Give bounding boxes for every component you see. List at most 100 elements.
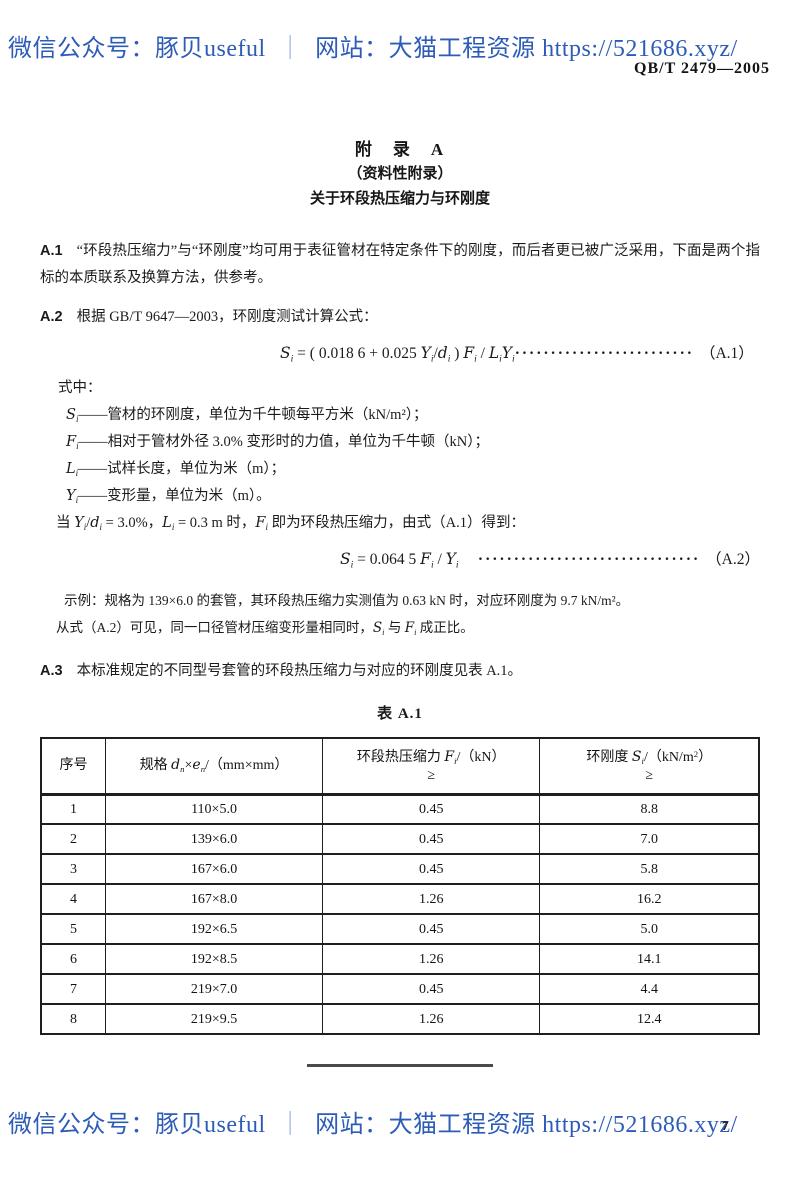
- clause-a1-number: A.1: [40, 243, 63, 259]
- table-row: 1 110×5.0 0.45 8.8: [40, 793, 760, 825]
- column-header-index: 序号: [40, 737, 107, 796]
- table-cell: 192×6.5: [105, 913, 323, 945]
- where-label: 式中：: [58, 380, 102, 396]
- definition-si-text: ——管材的环刚度，单位为千牛顿每平方米（kN/m²）；: [78, 407, 428, 423]
- table-cell: 8.8: [539, 793, 760, 825]
- table-cell: 1.26: [321, 943, 541, 975]
- clause-a3-number: A.3: [40, 663, 63, 679]
- definition-fi-var: Fi: [66, 434, 79, 452]
- table-a1: 序号 规格 dn×en/（mm×mm） 环段热压缩力 Fi/（kN） ≥ 环刚度 …: [40, 737, 760, 1035]
- table-cell: 219×7.0: [105, 973, 323, 1005]
- watermark-account: 微信公众号：豚贝useful: [8, 36, 266, 62]
- condition-line: 当 Yi/di = 3.0%，Li = 0.3 m 时，Fi 即为环段热压缩力，…: [56, 515, 525, 533]
- definition-fi: Fi——相对于管材外径 3.0% 变形时的力值，单位为千牛顿（kN）；: [40, 429, 760, 456]
- column-header-spec: 规格 dn×en/（mm×mm）: [105, 737, 323, 796]
- formula-a1-math: Si = ( 0.018 6 + 0.025 Yi/di ) Fi / LiYi: [280, 344, 515, 365]
- clause-a2-text: 根据 GB/T 9647—2003，环刚度测试计算公式：: [76, 309, 378, 325]
- table-cell: 5: [40, 913, 107, 945]
- table-cell: 4.4: [539, 973, 760, 1005]
- end-of-section-rule: [307, 1064, 493, 1067]
- table-row: 4 167×8.0 1.26 16.2: [40, 883, 760, 915]
- table-row: 3 167×6.0 0.45 5.8: [40, 853, 760, 885]
- watermark-url: https://521686.xyz/: [542, 36, 738, 62]
- table-header-row: 序号 规格 dn×en/（mm×mm） 环段热压缩力 Fi/（kN） ≥ 环刚度 …: [40, 737, 760, 796]
- definition-si: Si——管材的环刚度，单位为千牛顿每平方米（kN/m²）；: [40, 402, 760, 429]
- clause-a2: A.2 根据 GB/T 9647—2003，环刚度测试计算公式：: [40, 304, 760, 331]
- definition-yi: Yi——变形量，单位为米（m）。: [40, 483, 760, 510]
- table-cell: 8: [40, 1003, 107, 1035]
- example-conclusion: 从式（A.2）可见，同一口径管材压缩变形量相同时，Si 与 Fi 成正比。: [56, 620, 474, 637]
- appendix-title-block: 附 录 A （资料性附录） 关于环段热压缩力与环刚度: [40, 138, 760, 212]
- table-cell: 16.2: [539, 883, 760, 915]
- table-caption: 表 A.1: [377, 706, 423, 722]
- table-cell: 110×5.0: [105, 793, 323, 825]
- geq-symbol: ≥: [427, 768, 436, 784]
- clause-a3-text: 本标准规定的不同型号套管的环段热压缩力与对应的环刚度见表 A.1。: [76, 663, 523, 679]
- definition-yi-text: ——变形量，单位为米（m）。: [78, 488, 271, 504]
- watermark-bottom: 微信公众号：豚贝useful ｜ 网站：大猫工程资源 https://52168…: [8, 1104, 796, 1139]
- appendix-heading: 关于环段热压缩力与环刚度: [309, 191, 490, 207]
- definition-li: Li——试样长度，单位为米（m）；: [40, 456, 760, 483]
- geq-symbol: ≥: [645, 768, 654, 784]
- table-cell: 192×8.5: [105, 943, 323, 975]
- table-cell: 7: [40, 973, 107, 1005]
- table-cell: 167×8.0: [105, 883, 323, 915]
- column-header-force: 环段热压缩力 Fi/（kN） ≥: [321, 737, 541, 796]
- table-cell: 7.0: [539, 823, 760, 855]
- table-row: 5 192×6.5 0.45 5.0: [40, 913, 760, 945]
- table-row: 7 219×7.0 0.45 4.4: [40, 973, 760, 1005]
- table-row: 2 139×6.0 0.45 7.0: [40, 823, 760, 855]
- appendix-title: 附 录 A: [354, 140, 446, 159]
- page-number: 7: [722, 1118, 729, 1133]
- watermark-account: 微信公众号：豚贝useful: [8, 1112, 266, 1138]
- clause-a2-number: A.2: [40, 309, 63, 325]
- appendix-subtitle: （资料性附录）: [347, 166, 453, 182]
- formula-a2-leader: ·······························: [477, 551, 701, 568]
- table-cell: 1.26: [321, 883, 541, 915]
- example-note: 示例：规格为 139×6.0 的套管，其环段热压缩力实测值为 0.63 kN 时…: [64, 593, 630, 608]
- formula-a2: Si = 0.064 5 Fi / Yi ···················…: [40, 546, 760, 573]
- watermark-site: 网站：大猫工程资源: [315, 36, 536, 62]
- table-cell: 4: [40, 883, 107, 915]
- formula-a1-ref: （A.1）: [699, 345, 754, 362]
- table-cell: 0.45: [321, 853, 541, 885]
- formula-a2-math: Si = 0.064 5 Fi / Yi: [340, 550, 459, 571]
- table-cell: 139×6.0: [105, 823, 323, 855]
- standard-number: QB/T 2479—2005: [634, 60, 770, 77]
- clause-a1: A.1 “环段热压缩力”与“环刚度”均可用于表征管材在特定条件下的刚度，而后者更已…: [40, 238, 760, 292]
- formula-a2-ref: （A.2）: [706, 551, 760, 568]
- table-row: 6 192×8.5 1.26 14.1: [40, 943, 760, 975]
- table-cell: 0.45: [321, 913, 541, 945]
- definition-fi-text: ——相对于管材外径 3.0% 变形时的力值，单位为千牛顿（kN）；: [78, 434, 489, 450]
- definition-li-var: Li: [66, 461, 79, 479]
- table-cell: 0.45: [321, 973, 541, 1005]
- table-cell: 5.0: [539, 913, 760, 945]
- table-cell: 167×6.0: [105, 853, 323, 885]
- table-row: 8 219×9.5 1.26 12.4: [40, 1003, 760, 1035]
- clause-a1-text: “环段热压缩力”与“环刚度”均可用于表征管材在特定条件下的刚度，而后者更已被广泛…: [40, 243, 760, 286]
- watermark-separator: ｜: [278, 36, 303, 62]
- definition-si-var: Si: [66, 407, 79, 425]
- table-cell: 1.26: [321, 1003, 541, 1035]
- column-header-stiffness: 环刚度 Si/（kN/m2） ≥: [539, 737, 760, 796]
- table-cell: 0.45: [321, 793, 541, 825]
- document-content: 附 录 A （资料性附录） 关于环段热压缩力与环刚度 A.1 “环段热压缩力”与“…: [40, 138, 760, 1035]
- formula-a1-leader: ·························: [514, 345, 694, 362]
- definition-yi-var: Yi: [66, 488, 79, 506]
- table-cell: 14.1: [539, 943, 760, 975]
- table-cell: 219×9.5: [105, 1003, 323, 1035]
- table-cell: 1: [40, 793, 107, 825]
- table-cell: 5.8: [539, 853, 760, 885]
- table-cell: 3: [40, 853, 107, 885]
- watermark-url: https://521686.xyz/: [542, 1112, 738, 1138]
- table-cell: 2: [40, 823, 107, 855]
- definition-li-text: ——试样长度，单位为米（m）；: [78, 461, 286, 477]
- table-cell: 0.45: [321, 823, 541, 855]
- watermark-separator: ｜: [278, 1112, 303, 1138]
- table-cell: 6: [40, 943, 107, 975]
- watermark-top: 微信公众号：豚贝useful ｜ 网站：大猫工程资源 https://52168…: [8, 28, 796, 63]
- table-cell: 12.4: [539, 1003, 760, 1035]
- clause-a3: A.3 本标准规定的不同型号套管的环段热压缩力与对应的环刚度见表 A.1。: [40, 658, 760, 685]
- formula-a1: Si = ( 0.018 6 + 0.025 Yi/di ) Fi / LiYi…: [40, 340, 760, 367]
